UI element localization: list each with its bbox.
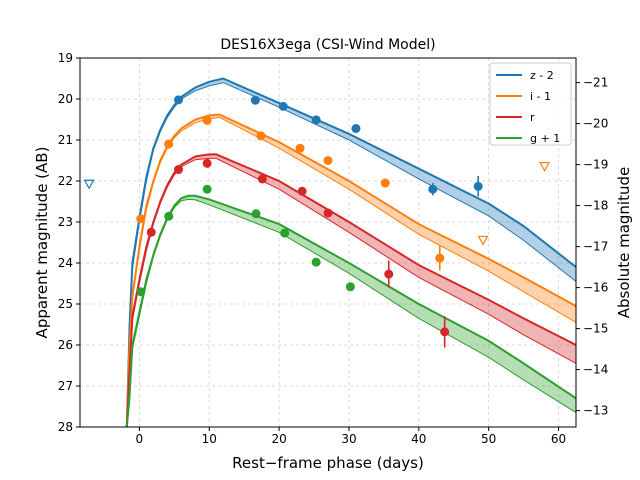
data-point	[280, 228, 290, 238]
y-right-tick-label: −15	[583, 322, 608, 336]
y-tick-label: 24	[58, 256, 73, 270]
model-curve	[125, 194, 577, 428]
model-curve	[125, 153, 577, 428]
data-point	[428, 184, 438, 194]
data-point	[473, 181, 483, 191]
data-point	[295, 143, 305, 153]
y-tick-label: 26	[58, 338, 73, 352]
x-axis-label: Rest−frame phase (days)	[232, 454, 424, 472]
y-right-tick-label: −13	[583, 404, 608, 418]
data-point	[164, 139, 174, 149]
y-right-tick-label: −19	[583, 158, 608, 172]
data-point	[164, 211, 174, 221]
upper-limit-marker	[83, 179, 95, 190]
y-tick-label: 22	[58, 174, 73, 188]
y-tick-label: 28	[58, 420, 73, 434]
legend-label: g + 1	[530, 132, 560, 145]
y-axis-right-label: Absolute magnitude	[615, 167, 633, 318]
y-axis-label: Apparent magnitude (AB)	[33, 147, 51, 339]
upper-limit-marker	[477, 235, 489, 246]
plot-frame	[79, 57, 577, 428]
data-point	[256, 131, 266, 141]
data-point	[174, 95, 184, 105]
x-tick-label: 50	[481, 432, 496, 446]
data-point	[202, 158, 212, 168]
legend-label: i - 1	[530, 90, 551, 103]
x-tick-label: 0	[136, 432, 144, 446]
data-point	[323, 208, 333, 218]
x-tick-label: 10	[202, 432, 217, 446]
axis-ticks: 0 10 20 30 40 50 60 19 20 21 22 23 24 25 26 27 28 −13 −14 −…	[58, 51, 609, 446]
legend: z - 2 i - 1 r g + 1	[489, 62, 572, 146]
upper-limit-marker	[539, 162, 551, 172]
data-point	[250, 95, 260, 105]
data-point	[251, 209, 261, 219]
data-point	[202, 184, 212, 194]
y-tick-label: 25	[58, 297, 73, 311]
legend-label: r	[530, 111, 535, 124]
y-right-tick-label: −17	[583, 240, 608, 254]
y-tick-label: 20	[58, 92, 73, 106]
y-right-tick-label: −18	[583, 199, 608, 213]
legend-label: z - 2	[530, 69, 554, 82]
x-tick-label: 40	[411, 432, 426, 446]
chart-title: DES16X3ega (CSI-Wind Model)	[220, 37, 435, 53]
y-right-tick-label: −20	[583, 117, 608, 131]
x-tick-label: 20	[271, 432, 286, 446]
model-curve	[125, 113, 577, 428]
x-tick-label: 60	[551, 432, 566, 446]
x-tick-label: 30	[341, 432, 356, 446]
y-right-tick-label: −21	[583, 76, 608, 90]
data-point	[297, 186, 307, 196]
data-point	[440, 327, 450, 337]
y-right-tick-label: −16	[583, 281, 608, 295]
data-point	[311, 115, 321, 125]
data-point	[380, 178, 390, 188]
data-point	[136, 287, 146, 297]
data-point	[202, 115, 212, 125]
data-point	[136, 214, 146, 224]
data-points	[83, 95, 551, 348]
data-point	[278, 101, 288, 111]
y-tick-label: 23	[58, 215, 73, 229]
data-point	[323, 156, 333, 165]
data-point	[174, 165, 184, 175]
y-tick-label: 19	[58, 51, 73, 65]
data-point	[435, 253, 445, 263]
data-point	[311, 257, 321, 267]
data-point	[146, 227, 156, 237]
data-point	[257, 174, 267, 184]
y-right-tick-label: −14	[583, 363, 608, 377]
data-point	[345, 282, 355, 292]
data-point	[384, 269, 394, 279]
y-tick-label: 27	[58, 379, 73, 393]
y-tick-label: 21	[58, 133, 73, 147]
data-point	[351, 124, 361, 134]
